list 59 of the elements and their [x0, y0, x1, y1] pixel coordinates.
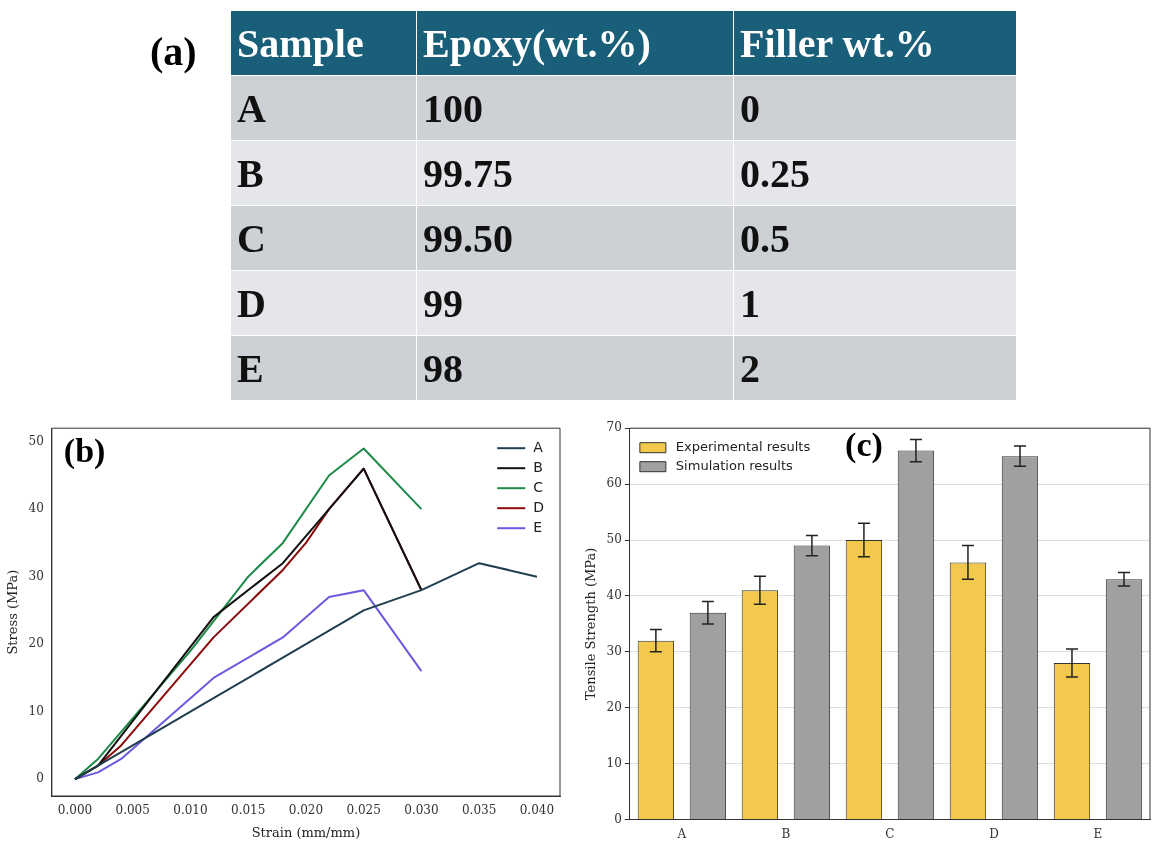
- y-tick-label: 0: [614, 811, 622, 826]
- text: 98: [416, 335, 734, 401]
- y-tick-label: 0: [36, 771, 44, 786]
- y-tick-label: 30: [28, 568, 44, 583]
- y-tick-label: 50: [606, 532, 622, 547]
- legend-label: E: [533, 518, 543, 535]
- x-tick-label: 0.005: [115, 803, 150, 818]
- y-tick-label: 60: [606, 476, 622, 491]
- x-tick-label: C: [885, 826, 895, 841]
- legend-label: Experimental results: [675, 439, 811, 455]
- text: Filler wt.%: [733, 10, 1017, 76]
- text: 99: [416, 270, 734, 336]
- text: 0.25: [733, 140, 1017, 206]
- text: Epoxy(wt.%): [416, 10, 734, 76]
- x-tick-label: B: [781, 826, 791, 841]
- text: A: [230, 75, 417, 141]
- x-tick-label: E: [1093, 826, 1103, 841]
- x-tick-label: A: [676, 826, 687, 841]
- x-tick-label: 0.015: [231, 803, 266, 818]
- y-tick-label: 10: [28, 703, 44, 718]
- y-tick-label: 70: [606, 420, 622, 435]
- text: B: [230, 140, 417, 206]
- y-tick-label: 40: [606, 588, 622, 603]
- text: 0: [733, 75, 1017, 141]
- x-tick-label: 0.030: [404, 803, 439, 818]
- text: 0.5: [733, 205, 1017, 271]
- y-axis-title: Stress (MPa): [5, 569, 21, 655]
- y-axis-title: Tensile Strength (MPa): [583, 547, 599, 701]
- x-tick-label: 0.040: [519, 803, 555, 818]
- y-tick-label: 50: [28, 433, 44, 448]
- chart-title: (b): [63, 431, 106, 470]
- chart-title: (c): [845, 425, 883, 464]
- text: 99.50: [416, 205, 734, 271]
- x-tick-label: 0.000: [57, 803, 93, 818]
- legend-label: B: [533, 458, 543, 475]
- text: 1: [733, 270, 1017, 336]
- text: 2: [733, 335, 1017, 401]
- text: 100: [416, 75, 734, 141]
- legend-label: C: [533, 478, 544, 495]
- text: 99.75: [416, 140, 734, 206]
- x-tick-label: D: [989, 826, 999, 841]
- text: E: [230, 335, 417, 401]
- y-tick-label: 10: [606, 755, 622, 770]
- text: Sample: [230, 10, 417, 76]
- y-tick-label: 20: [606, 699, 622, 714]
- text: C: [230, 205, 417, 271]
- y-tick-label: 20: [28, 636, 44, 651]
- x-tick-label: 0.020: [288, 803, 324, 818]
- legend-label: A: [533, 438, 544, 455]
- x-tick-label: 0.035: [461, 803, 497, 818]
- y-tick-label: 30: [606, 643, 622, 658]
- x-axis-title: Strain (mm/mm): [251, 824, 361, 840]
- x-tick-label: 0.025: [346, 803, 381, 818]
- y-tick-label: 40: [28, 501, 44, 516]
- text: D: [230, 270, 417, 336]
- text: (a): [150, 28, 197, 75]
- x-tick-label: 0.010: [173, 803, 208, 818]
- legend-label: Simulation results: [675, 458, 794, 474]
- legend-label: D: [533, 498, 544, 515]
